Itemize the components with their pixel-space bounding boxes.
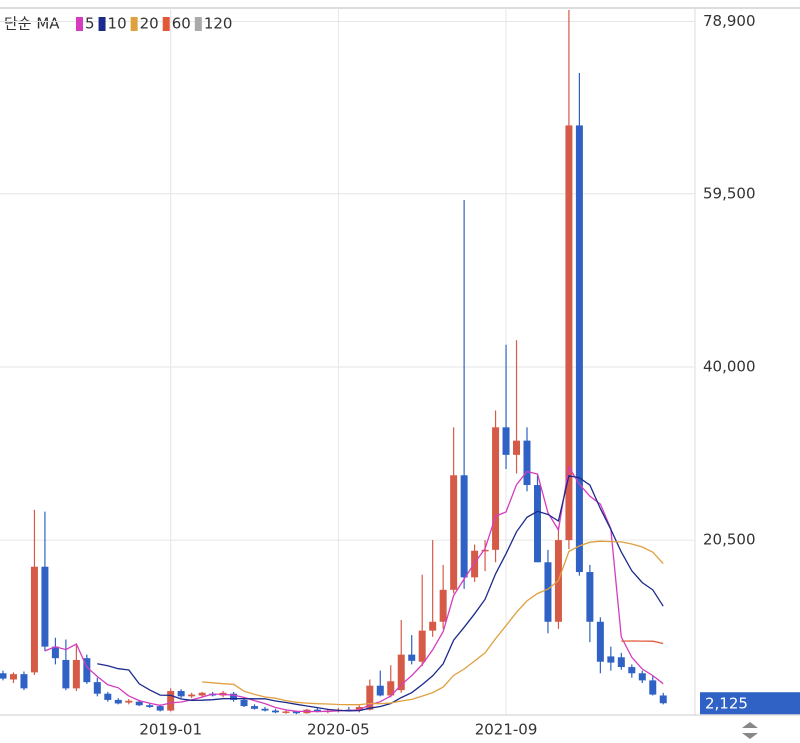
candle-body	[114, 699, 122, 704]
candle-body	[62, 659, 70, 689]
candle-body	[366, 685, 374, 710]
candle-body	[617, 657, 625, 668]
y-tick-label: 20,500	[703, 531, 756, 549]
candle-body	[20, 674, 28, 689]
down-arrow[interactable]	[742, 733, 758, 739]
candle-body	[607, 656, 615, 663]
candle-body	[30, 566, 38, 673]
candle-body	[628, 667, 636, 674]
candle-body	[156, 706, 164, 711]
legend-label: 10	[108, 15, 127, 33]
candle-body	[125, 700, 133, 703]
legend-label: 60	[172, 15, 191, 33]
candle-body	[0, 673, 7, 679]
candle-body	[513, 440, 521, 455]
candle-body	[41, 566, 49, 647]
candle-body	[51, 646, 59, 659]
legend-swatch	[76, 17, 83, 31]
x-tick-label: 2021-09	[475, 721, 538, 739]
candle-body	[261, 708, 269, 711]
candle-body	[544, 562, 552, 622]
candle-body	[292, 711, 300, 714]
candle-body	[439, 589, 447, 622]
legend-swatch	[194, 17, 202, 31]
candle-body	[240, 699, 248, 707]
last-price-label: 2,125	[705, 695, 748, 713]
candle-body	[188, 694, 196, 697]
legend-swatch	[162, 17, 170, 31]
candle-body	[167, 691, 175, 711]
candle-body	[586, 572, 594, 622]
moving-average-line	[202, 540, 664, 706]
candle-body	[355, 707, 363, 711]
candle-body	[177, 691, 185, 697]
moving-average-line	[97, 475, 664, 712]
y-tick-label: 40,000	[703, 357, 756, 375]
candle-body	[649, 680, 657, 695]
candle-body	[533, 485, 541, 563]
candle-body	[565, 125, 573, 541]
candle-body	[575, 125, 583, 573]
candle-body	[146, 705, 154, 708]
candle-body	[135, 701, 143, 706]
candle-body	[638, 673, 646, 681]
candle-body	[271, 710, 279, 713]
candle-body	[596, 621, 604, 662]
candle-body	[523, 440, 531, 486]
candle-body	[83, 658, 91, 683]
scroll-icon[interactable]	[742, 722, 758, 739]
x-tick-label: 2019-01	[139, 721, 202, 739]
candle-body	[72, 659, 80, 689]
candle-body	[313, 709, 321, 712]
x-tick-label: 2020-05	[307, 721, 370, 739]
y-tick-label: 59,500	[703, 184, 756, 202]
candle-body	[9, 674, 17, 680]
legend-label: 5	[85, 15, 95, 33]
candle-body	[408, 654, 416, 661]
candle-body	[93, 682, 101, 694]
candle-body	[418, 630, 426, 662]
candle-body	[198, 692, 206, 696]
candle-body	[492, 427, 500, 550]
legend-title: 단순 MA	[4, 15, 60, 33]
candle-body	[387, 681, 395, 696]
moving-average-line	[621, 640, 664, 645]
candle-body	[460, 475, 468, 578]
candle-body	[251, 706, 259, 709]
candle-body	[230, 693, 238, 700]
up-arrow[interactable]	[742, 722, 758, 728]
candle-body	[659, 695, 667, 704]
legend-label: 20	[140, 15, 159, 33]
candle-body	[376, 685, 384, 696]
last-price-box	[700, 692, 800, 715]
legend-swatch	[98, 17, 106, 31]
candle-body	[282, 711, 290, 713]
y-tick-label: 78,900	[703, 12, 756, 30]
candle-body	[104, 693, 112, 700]
legend-swatch	[130, 17, 138, 31]
legend-label: 120	[204, 15, 233, 33]
candle-body	[481, 549, 489, 552]
candle-body	[502, 427, 510, 455]
candle-body	[429, 621, 437, 631]
candle-body	[450, 475, 458, 590]
candle-body	[397, 654, 405, 691]
